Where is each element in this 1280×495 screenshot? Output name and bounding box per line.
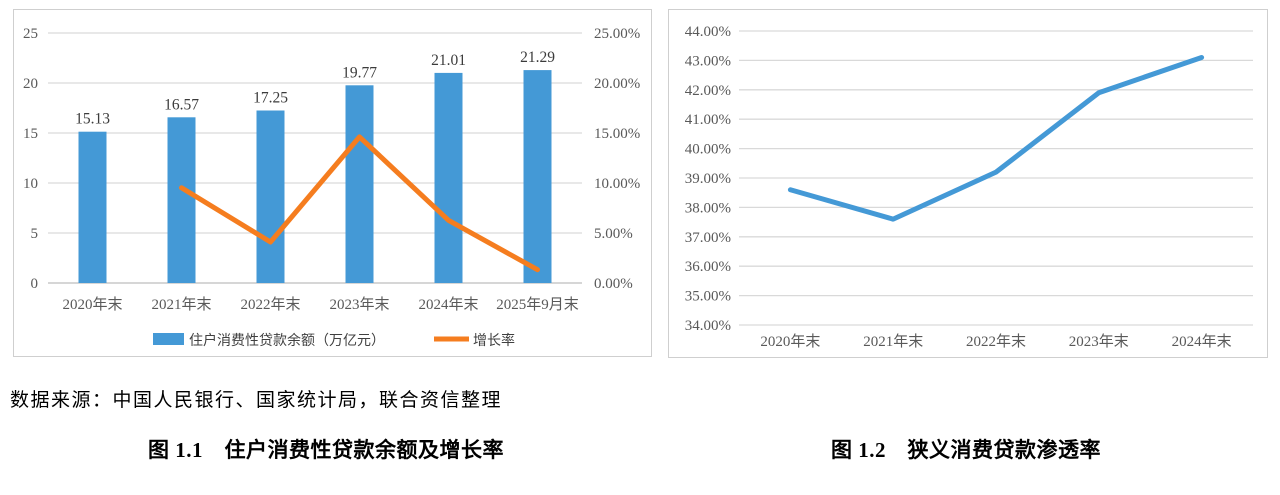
y-axis-tick-label: 35.00% (685, 289, 731, 305)
legend-label-balance: 住户消费性贷款余额（万亿元） (189, 332, 385, 349)
left-axis-tick-label: 5 (31, 226, 39, 242)
bar-value-label: 19.77 (342, 64, 377, 81)
legend-label-growth: 增长率 (473, 332, 515, 349)
left-axis-tick-label: 25 (23, 26, 38, 42)
y-axis-tick-label: 36.00% (685, 259, 731, 275)
figure-1-1-caption: 图 1.1 住户消费性贷款余额及增长率 (148, 438, 504, 462)
x-axis-label: 2023年末 (1069, 333, 1129, 350)
bar-2023年末 (345, 85, 374, 283)
y-axis-tick-label: 43.00% (685, 53, 731, 69)
y-axis-tick-label: 42.00% (685, 83, 731, 99)
x-axis-label: 2025年9月末 (496, 296, 579, 313)
left-axis-tick-label: 0 (31, 276, 39, 292)
bar-value-label: 21.01 (431, 52, 466, 69)
left-axis-tick-label: 20 (23, 76, 38, 92)
right-axis-tick-label: 0.00% (594, 276, 633, 292)
loan-balance-growth-chart: 0 0.00% 5 5.00% 10 10.00% 15 15.00% 20 20.00% 25 25… (23, 26, 640, 349)
x-axis-label: 2023年末 (329, 296, 389, 313)
figure-1-2-caption: 图 1.2 狭义消费贷款渗透率 (831, 438, 1101, 462)
x-axis-label: 2020年末 (62, 296, 122, 313)
x-axis-label: 2024年末 (418, 296, 478, 313)
legend-swatch-balance (153, 333, 184, 345)
bar-2020年末 (78, 131, 107, 283)
captions-row: 图 1.1 住户消费性贷款余额及增长率 图 1.2 狭义消费贷款渗透率 (0, 434, 1280, 464)
bar-2022年末 (256, 110, 285, 283)
x-axis-label: 2022年末 (240, 296, 300, 313)
left-axis-tick-label: 10 (23, 176, 38, 192)
data-source-note: 数据来源：中国人民银行、国家统计局，联合资信整理 (10, 390, 503, 411)
chart-1-1-panel: 0 0.00% 5 5.00% 10 10.00% 15 15.00% 20 20.00% 25 25… (13, 9, 652, 357)
x-axis-label: 2024年末 (1172, 333, 1232, 350)
penetration-rate-chart: 34.00% 35.00% 36.00% 37.00% 38.00% 39.00% 40.0… (685, 24, 1253, 350)
chart-1-2-panel: 34.00% 35.00% 36.00% 37.00% 38.00% 39.00% 40.0… (668, 9, 1268, 358)
x-axis-label: 2020年末 (760, 333, 820, 350)
x-axis-label: 2022年末 (966, 333, 1026, 350)
y-axis-tick-label: 37.00% (685, 230, 731, 246)
y-axis-tick-label: 41.00% (685, 112, 731, 128)
y-axis-tick-label: 44.00% (685, 24, 731, 40)
figures-row: 0 0.00% 5 5.00% 10 10.00% 15 15.00% 20 20.00% 25 25… (13, 9, 1268, 358)
left-axis-tick-label: 15 (23, 126, 38, 142)
right-axis-tick-label: 10.00% (594, 176, 640, 192)
right-axis-tick-label: 25.00% (594, 26, 640, 42)
bar-2021年末 (167, 117, 196, 283)
right-axis-tick-label: 15.00% (594, 126, 640, 142)
bar-value-label: 21.29 (520, 49, 555, 66)
x-axis-label: 2021年末 (151, 296, 211, 313)
bar-value-label: 15.13 (75, 111, 110, 128)
bar-2024年末 (434, 72, 463, 284)
bar-value-label: 17.25 (253, 90, 288, 107)
y-axis-tick-label: 38.00% (685, 200, 731, 216)
bar-value-label: 16.57 (164, 96, 199, 113)
penetration-rate-line (787, 54, 1205, 222)
y-axis-tick-label: 40.00% (685, 142, 731, 158)
x-axis-label: 2021年末 (863, 333, 923, 350)
right-axis-tick-label: 20.00% (594, 76, 640, 92)
bar-2025年9月末 (523, 70, 552, 283)
growth-rate-line (179, 134, 540, 273)
y-axis-tick-label: 34.00% (685, 318, 731, 334)
y-axis-tick-label: 39.00% (685, 171, 731, 187)
right-axis-tick-label: 5.00% (594, 226, 633, 242)
